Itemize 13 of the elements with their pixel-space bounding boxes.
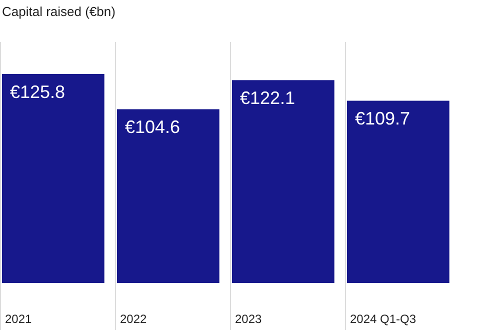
x-tick-label: 2022 [120,312,148,326]
x-tick-label: 2024 Q1-Q3 [350,312,416,326]
chart-title: Capital raised (€bn) [2,4,116,19]
x-tick-label: 2023 [235,312,262,326]
data-label: €122.1 [240,88,296,108]
bar [117,109,220,283]
data-label: €125.8 [10,82,66,102]
bar [2,74,104,283]
bar [232,80,334,283]
data-label: €104.6 [125,117,180,138]
x-tick-label: 2021 [5,312,32,326]
bar [347,100,450,283]
data-label: €109.7 [355,108,410,129]
